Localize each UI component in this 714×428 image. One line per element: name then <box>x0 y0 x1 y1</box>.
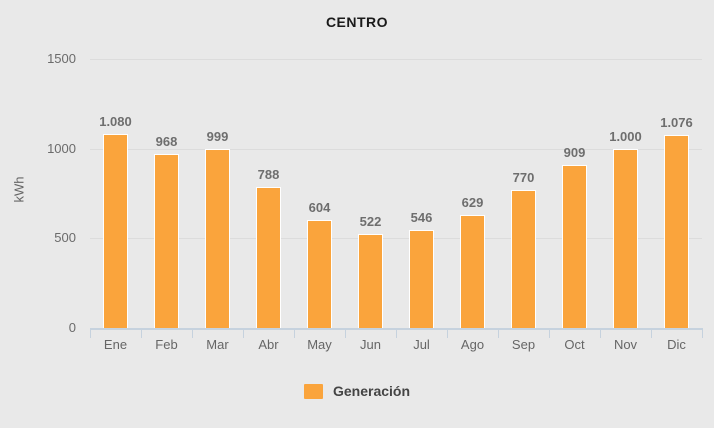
bar-value-label-jun: 522 <box>359 214 382 230</box>
gridline-1000 <box>90 148 702 150</box>
x-label-ago: Ago <box>460 337 485 352</box>
legend-label: Generación <box>332 383 411 399</box>
x-tick-mark <box>294 328 295 338</box>
bar-group-nov: 1.000 <box>600 59 651 328</box>
x-label-sep: Sep <box>511 337 536 352</box>
y-tick-label-1000: 1000 <box>47 140 76 156</box>
bar-abr[interactable] <box>256 186 281 328</box>
bar-value-label-nov: 1.000 <box>609 128 642 144</box>
x-label-jul: Jul <box>413 337 430 352</box>
x-tick-mark <box>396 328 397 338</box>
x-label-may: May <box>307 337 332 352</box>
bar-feb[interactable] <box>154 154 179 328</box>
x-tick-mark <box>90 328 91 338</box>
x-tick-mark <box>141 328 142 338</box>
x-tick-mark <box>549 328 550 338</box>
bar-group-oct: 909 <box>549 59 600 328</box>
bar-value-label-oct: 909 <box>563 145 586 160</box>
y-tick-label-1500: 1500 <box>47 51 76 66</box>
bar-group-ago: 629 <box>447 59 498 328</box>
bar-group-feb: 968 <box>141 59 192 328</box>
bar-group-mar: 999 <box>192 59 243 328</box>
x-tick-mark <box>600 328 601 338</box>
x-label-mar: Mar <box>206 337 229 352</box>
x-label-dic: Dic <box>667 337 686 352</box>
bar-value-label-jul: 546 <box>410 210 433 226</box>
bar-oct[interactable] <box>562 165 587 328</box>
y-tick-label-500: 500 <box>54 230 76 246</box>
bar-value-label-abr: 788 <box>257 166 280 182</box>
bar-jul[interactable] <box>409 230 434 328</box>
bar-nov[interactable] <box>613 148 638 328</box>
x-label-nov: Nov <box>613 337 638 352</box>
bar-value-label-ene: 1.080 <box>99 114 132 130</box>
bar-jun[interactable] <box>358 234 383 328</box>
gridline-1500 <box>90 59 702 60</box>
plot-area: 1.080 968 999 788 604 522 546 629 770 909 1.000 1.0… <box>90 59 703 338</box>
y-tick-label-0: 0 <box>68 320 76 335</box>
bar-value-label-sep: 770 <box>512 169 535 185</box>
bar-value-label-may: 604 <box>308 199 331 215</box>
bar-value-label-ago: 629 <box>461 195 484 211</box>
x-label-ene: Ene <box>103 337 128 352</box>
bar-group-sep: 770 <box>498 59 549 328</box>
bar-ago[interactable] <box>460 215 485 328</box>
bar-group-jun: 522 <box>345 59 396 328</box>
bar-group-abr: 788 <box>243 59 294 328</box>
bar-ene[interactable] <box>103 134 128 328</box>
bar-dic[interactable] <box>664 135 689 328</box>
x-label-feb: Feb <box>155 337 178 352</box>
gridline-500 <box>90 238 702 240</box>
bar-group-jul: 546 <box>396 59 447 328</box>
x-label-oct: Oct <box>564 337 585 352</box>
bar-group-ene: 1.080 <box>90 59 141 328</box>
x-tick-mark <box>192 328 193 338</box>
bar-value-label-dic: 1.076 <box>660 115 693 131</box>
y-axis-title: kWh <box>11 176 27 203</box>
chart-title: CENTRO <box>325 14 389 30</box>
bar-may[interactable] <box>307 219 332 328</box>
x-tick-mark <box>345 328 346 338</box>
x-label-jun: Jun <box>360 337 381 352</box>
x-tick-mark <box>498 328 499 338</box>
bar-group-may: 604 <box>294 59 345 328</box>
x-tick-mark <box>651 328 652 338</box>
x-tick-mark <box>702 328 703 338</box>
x-tick-mark <box>447 328 448 338</box>
bar-group-dic: 1.076 <box>651 59 702 328</box>
bar-value-label-mar: 999 <box>206 128 229 144</box>
bar-value-label-feb: 968 <box>155 134 178 150</box>
x-tick-mark <box>243 328 244 338</box>
x-label-abr: Abr <box>258 337 279 352</box>
bar-mar[interactable] <box>205 148 230 328</box>
bar-sep[interactable] <box>511 189 536 328</box>
legend-swatch-icon <box>303 383 323 399</box>
legend-item-generacion[interactable]: Generación <box>0 380 714 402</box>
